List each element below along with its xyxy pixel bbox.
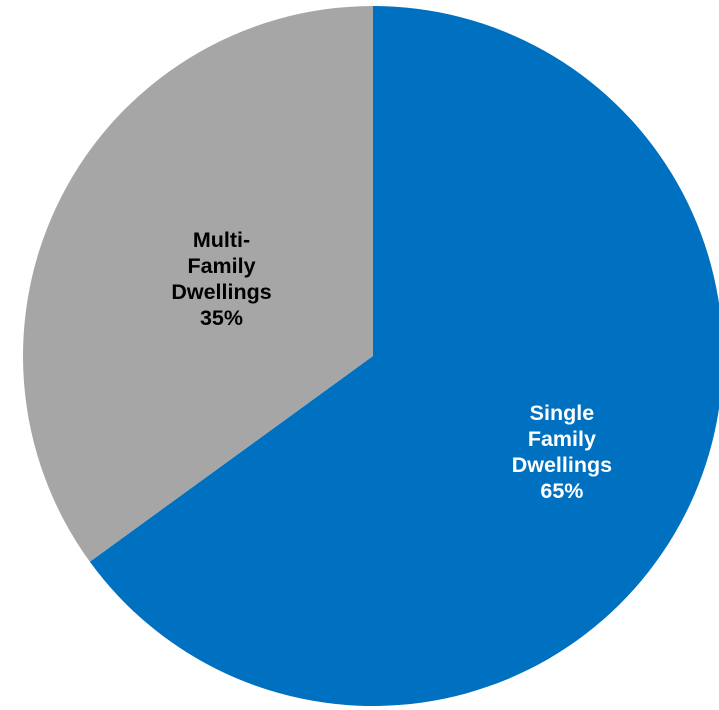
pie-slices (22, 6, 719, 706)
slice-label-line: Single (530, 401, 595, 425)
slice-label-line: Dwellings (171, 280, 271, 304)
slice-label-line: 65% (540, 479, 583, 503)
pie-labels: Single Family Dwellings 65%Multi-Family Dwel… (171, 228, 612, 503)
pie-slice-0 (89, 6, 719, 706)
pie-slice-1 (22, 6, 374, 562)
slice-label-1: Multi-Family Dwellings 35% (171, 228, 271, 330)
slice-label-line: Multi- (193, 228, 250, 252)
slice-label-0: Single Family Dwellings 65% (512, 401, 612, 503)
slice-label-line: 35% (200, 306, 243, 330)
slice-label-line: Family (528, 427, 596, 451)
slice-label-line: Dwellings (512, 453, 612, 477)
slice-label-line: Family (187, 254, 255, 278)
